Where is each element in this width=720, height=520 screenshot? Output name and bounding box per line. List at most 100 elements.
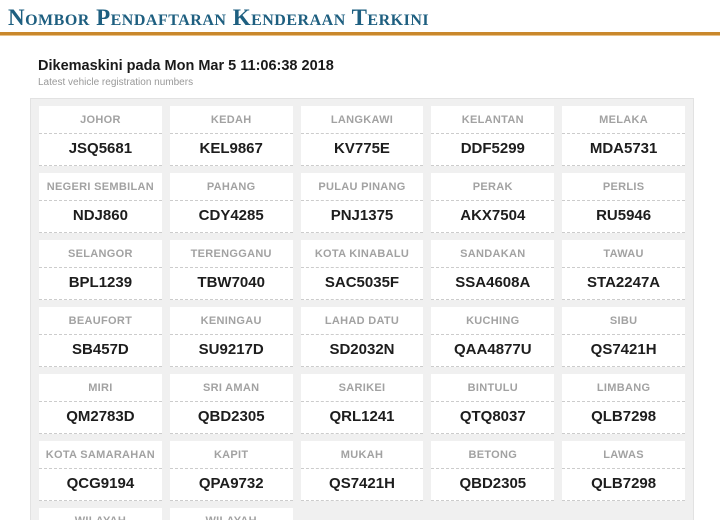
plate-number: CDY4285	[169, 201, 293, 233]
registration-cell: KUCHING QAA4877U	[431, 307, 555, 367]
registration-panel: JOHOR JSQ5681 KEDAH KEL9867 LANGKAWI KV7…	[30, 98, 694, 520]
area-label: SIBU	[562, 307, 685, 335]
registration-cell: LAWAS QLB7298	[562, 441, 685, 501]
plate-number: AKX7504	[431, 201, 555, 233]
registration-cell: KOTA KINABALU SAC5035F	[300, 240, 424, 300]
plate-number: SSA4608A	[431, 268, 555, 300]
plate-number: NDJ860	[39, 201, 162, 233]
registration-cell: TAWAU STA2247A	[562, 240, 685, 300]
area-label: LANGKAWI	[300, 106, 424, 134]
plate-number: KEL9867	[169, 134, 293, 166]
area-label: SRI AMAN	[169, 374, 293, 402]
plate-number: QS7421H	[300, 469, 424, 501]
area-label: KUCHING	[431, 307, 555, 335]
registration-grid: JOHOR JSQ5681 KEDAH KEL9867 LANGKAWI KV7…	[39, 106, 685, 520]
plate-number: QBD2305	[431, 469, 555, 501]
registration-cell: LANGKAWI KV775E	[300, 106, 424, 166]
plate-number: SB457D	[39, 335, 162, 367]
area-label: KOTA KINABALU	[300, 240, 424, 268]
area-label: MUKAH	[300, 441, 424, 469]
registration-cell: NEGERI SEMBILAN NDJ860	[39, 173, 162, 233]
plate-number: SAC5035F	[300, 268, 424, 300]
registration-cell: KEDAH KEL9867	[169, 106, 293, 166]
plate-number: QM2783D	[39, 402, 162, 434]
registration-cell: TERENGGANU TBW7040	[169, 240, 293, 300]
plate-number: QAA4877U	[431, 335, 555, 367]
registration-cell: MUKAH QS7421H	[300, 441, 424, 501]
area-label: WILAYAH PERSEKUTUAN KUALA LUMPUR	[39, 508, 162, 520]
updated-block: Dikemaskini pada Mon Mar 5 11:06:38 2018…	[38, 58, 720, 88]
area-label: KAPIT	[169, 441, 293, 469]
plate-number: PNJ1375	[300, 201, 424, 233]
area-label: KENINGAU	[169, 307, 293, 335]
area-label: KELANTAN	[431, 106, 555, 134]
registration-cell: MIRI QM2783D	[39, 374, 162, 434]
title-divider	[0, 32, 720, 36]
registration-cell: BINTULU QTQ8037	[431, 374, 555, 434]
area-label: LIMBANG	[562, 374, 685, 402]
area-label: BINTULU	[431, 374, 555, 402]
registration-cell: SARIKEI QRL1241	[300, 374, 424, 434]
area-label: JOHOR	[39, 106, 162, 134]
registration-cell: SELANGOR BPL1239	[39, 240, 162, 300]
plate-number: MDA5731	[562, 134, 685, 166]
area-label: KOTA SAMARAHAN	[39, 441, 162, 469]
registration-cell: KOTA SAMARAHAN QCG9194	[39, 441, 162, 501]
registration-cell: WILAYAH PERSEKUTUAN LABUAN LG541	[169, 508, 293, 520]
area-label: TAWAU	[562, 240, 685, 268]
plate-number: DDF5299	[431, 134, 555, 166]
plate-number: BPL1239	[39, 268, 162, 300]
registration-cell: SANDAKAN SSA4608A	[431, 240, 555, 300]
area-label: KEDAH	[169, 106, 293, 134]
page-header: Nombor Pendaftaran Kenderaan Terkini	[0, 0, 720, 30]
area-label: SARIKEI	[300, 374, 424, 402]
registration-cell: WILAYAH PERSEKUTUAN KUALA LUMPUR VBG9345	[39, 508, 162, 520]
registration-cell: BETONG QBD2305	[431, 441, 555, 501]
plate-number: QPA9732	[169, 469, 293, 501]
plate-number: QRL1241	[300, 402, 424, 434]
plate-number: QBD2305	[169, 402, 293, 434]
registration-cell: PERAK AKX7504	[431, 173, 555, 233]
page-title: Nombor Pendaftaran Kenderaan Terkini	[8, 5, 430, 30]
area-label: LAWAS	[562, 441, 685, 469]
updated-timestamp: Dikemaskini pada Mon Mar 5 11:06:38 2018	[38, 58, 334, 74]
registration-cell: BEAUFORT SB457D	[39, 307, 162, 367]
updated-subtitle: Latest vehicle registration numbers	[38, 77, 194, 88]
plate-number: RU5946	[562, 201, 685, 233]
registration-cell: PERLIS RU5946	[562, 173, 685, 233]
area-label: MIRI	[39, 374, 162, 402]
area-label: SELANGOR	[39, 240, 162, 268]
area-label: PERAK	[431, 173, 555, 201]
plate-number: TBW7040	[169, 268, 293, 300]
registration-cell: KENINGAU SU9217D	[169, 307, 293, 367]
area-label: TERENGGANU	[169, 240, 293, 268]
plate-number: STA2247A	[562, 268, 685, 300]
registration-cell: PULAU PINANG PNJ1375	[300, 173, 424, 233]
registration-cell: SIBU QS7421H	[562, 307, 685, 367]
plate-number: KV775E	[300, 134, 424, 166]
plate-number: QTQ8037	[431, 402, 555, 434]
area-label: PAHANG	[169, 173, 293, 201]
registration-cell: JOHOR JSQ5681	[39, 106, 162, 166]
registration-cell: LIMBANG QLB7298	[562, 374, 685, 434]
plate-number: QS7421H	[562, 335, 685, 367]
area-label: SANDAKAN	[431, 240, 555, 268]
area-label: BETONG	[431, 441, 555, 469]
registration-cell: SRI AMAN QBD2305	[169, 374, 293, 434]
area-label: WILAYAH PERSEKUTUAN LABUAN	[170, 508, 293, 520]
area-label: NEGERI SEMBILAN	[39, 173, 162, 201]
area-label: BEAUFORT	[39, 307, 162, 335]
area-label: PERLIS	[562, 173, 685, 201]
registration-cell: MELAKA MDA5731	[562, 106, 685, 166]
plate-number: SU9217D	[169, 335, 293, 367]
plate-number: QLB7298	[562, 402, 685, 434]
registration-cell: KAPIT QPA9732	[169, 441, 293, 501]
registration-cell: KELANTAN DDF5299	[431, 106, 555, 166]
area-label: MELAKA	[562, 106, 685, 134]
registration-cell: PAHANG CDY4285	[169, 173, 293, 233]
plate-number: JSQ5681	[39, 134, 162, 166]
registration-cell: LAHAD DATU SD2032N	[300, 307, 424, 367]
plate-number: QLB7298	[562, 469, 685, 501]
plate-number: SD2032N	[300, 335, 424, 367]
area-label: PULAU PINANG	[300, 173, 424, 201]
